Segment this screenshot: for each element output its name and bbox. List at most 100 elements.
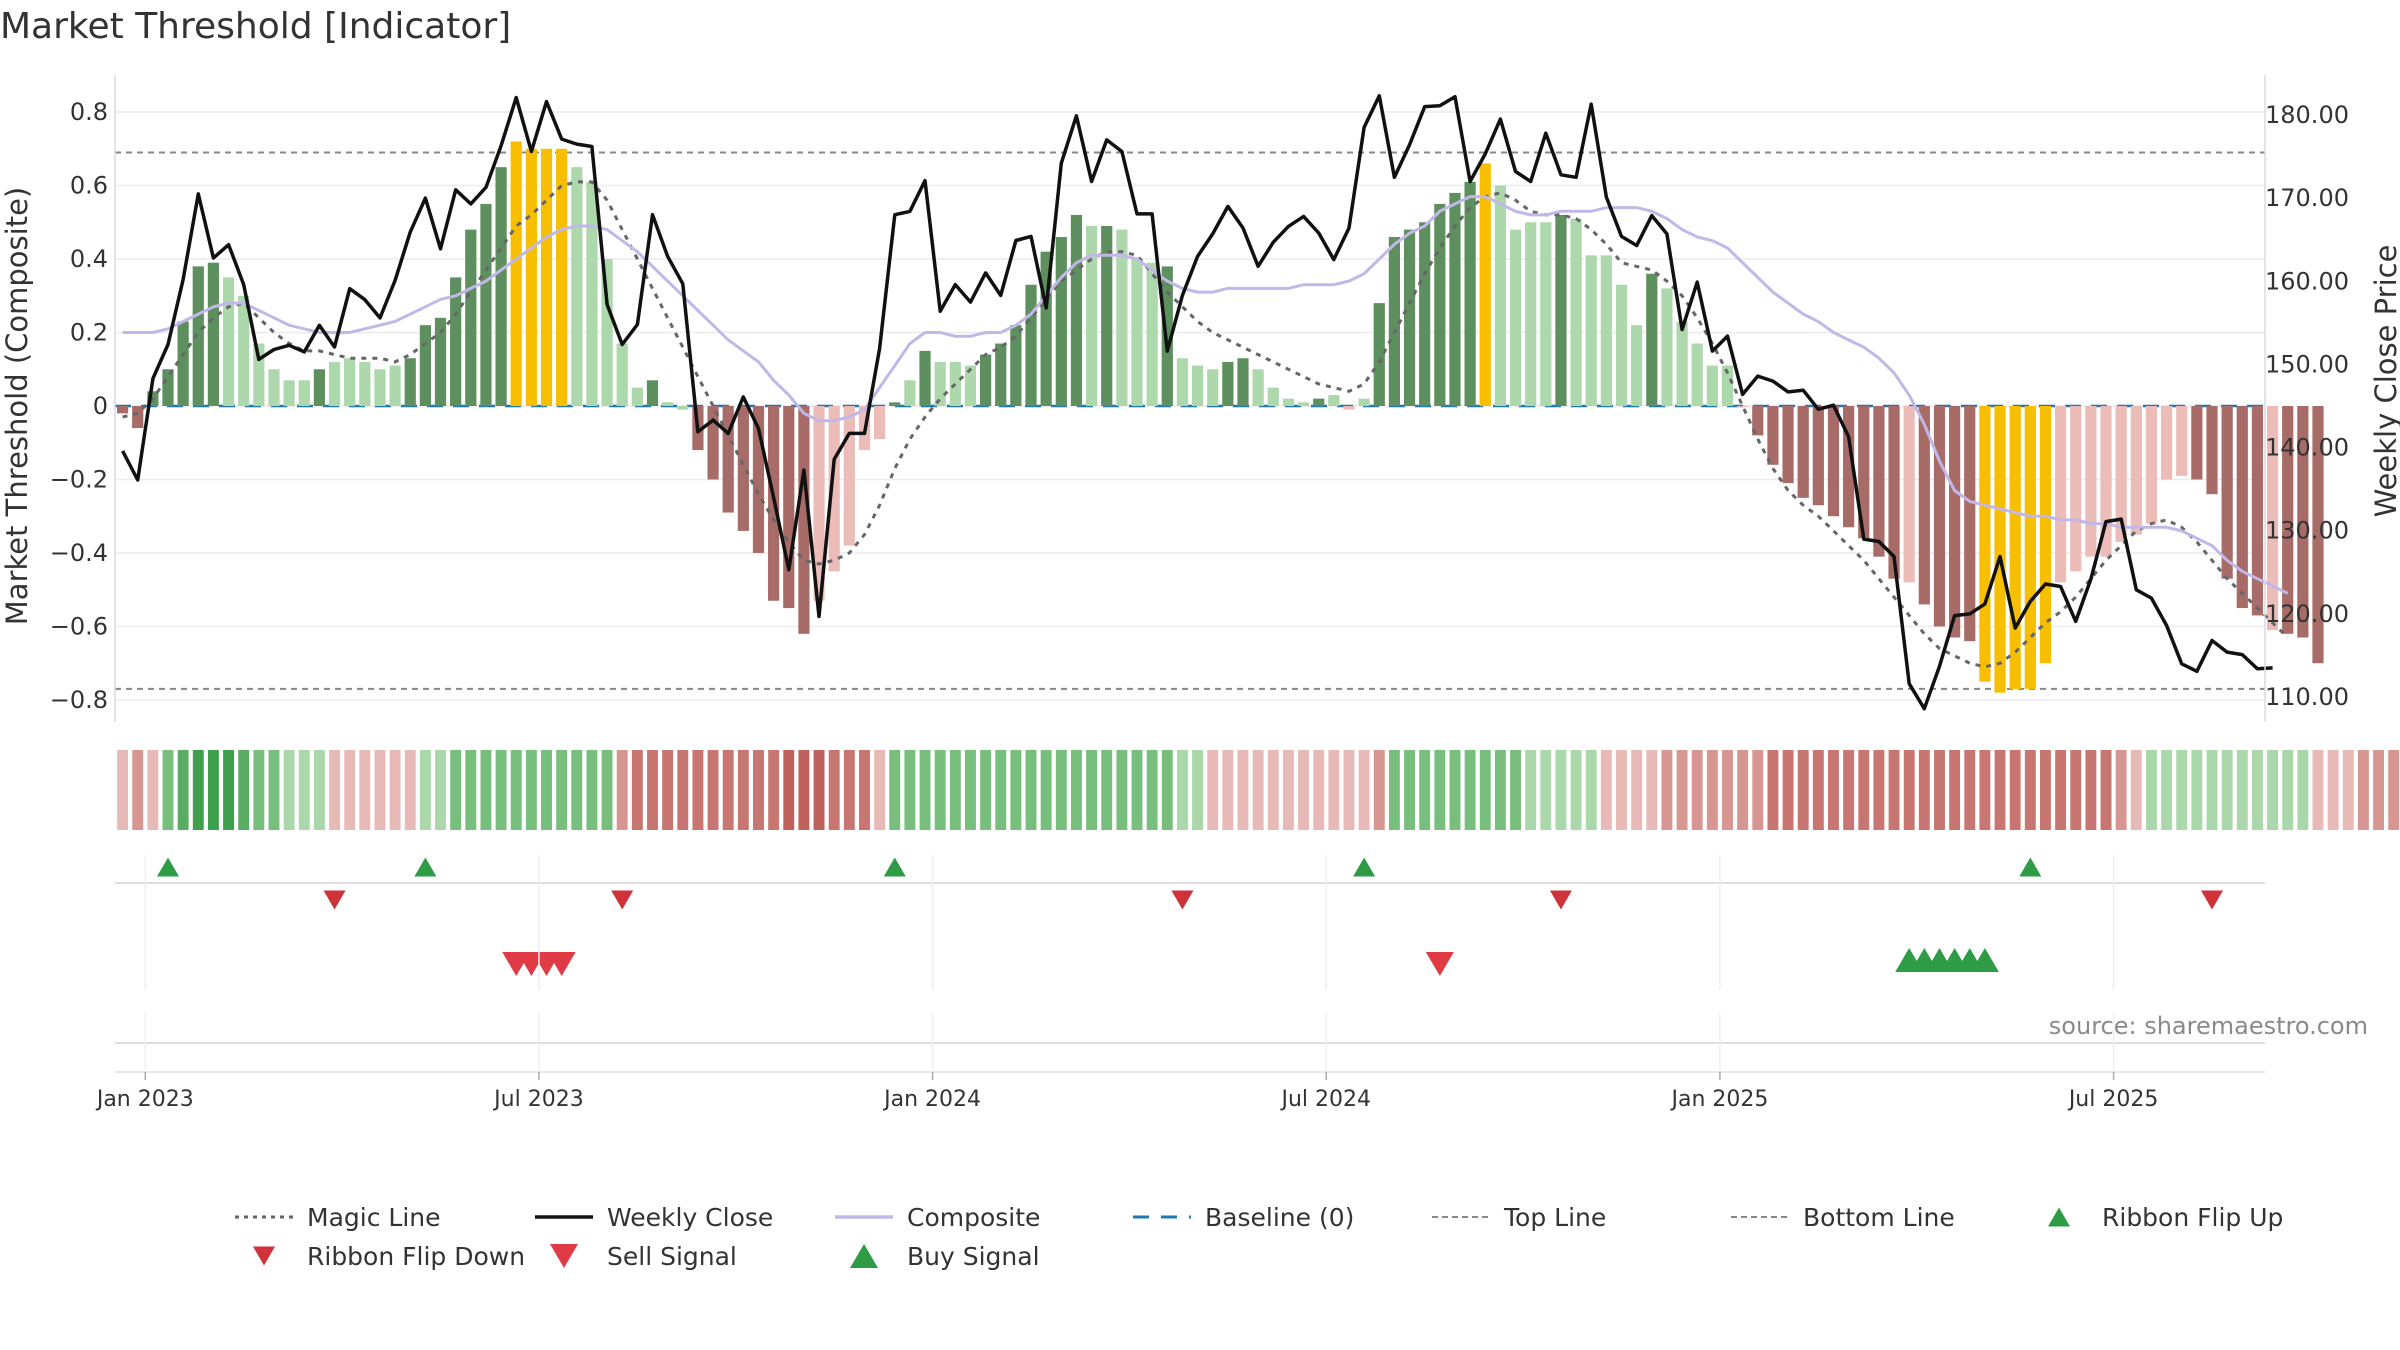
- composite-bar: [313, 369, 326, 406]
- y2-axis-title: Weekly Close Price: [2369, 245, 2400, 518]
- composite-bar: [1933, 406, 1946, 627]
- composite-bar: [2282, 406, 2294, 634]
- composite-bar: [1434, 203, 1446, 406]
- composite-bar: [2176, 406, 2188, 476]
- ribbon-cell: [2145, 750, 2157, 830]
- ribbon-cell: [601, 750, 613, 830]
- composite-bar: [389, 365, 401, 406]
- composite-bar: [2039, 406, 2052, 664]
- x-axis: Jan 2023 Jul 2023 Jan 2024 Jul 2024 Jan 2025…: [95, 855, 2158, 1112]
- ribbon-cell: [223, 750, 235, 830]
- composite-bar: [601, 259, 613, 406]
- composite-bar: [162, 369, 174, 406]
- ribbon-cell: [1010, 750, 1022, 830]
- composite-bar: [344, 358, 356, 406]
- chart-title: Market Threshold [Indicator]: [0, 6, 512, 47]
- ribbon-cell: [419, 750, 431, 830]
- composite-bar: [1449, 192, 1461, 406]
- ribbon-cell: [1267, 750, 1279, 830]
- sell-signal-marker: [1425, 951, 1454, 977]
- ribbon-cell: [1600, 750, 1612, 830]
- ribbon-cell: [2100, 750, 2112, 830]
- ribbon-cell: [616, 750, 628, 830]
- ribbon-cell: [344, 750, 356, 830]
- ribbon-cell: [1843, 750, 1855, 830]
- signal-markers: [115, 857, 2265, 1073]
- composite-bar: [707, 406, 719, 480]
- composite-bar: [1570, 218, 1582, 406]
- composite-bar: [1358, 398, 1370, 406]
- ribbon-cell: [662, 750, 674, 830]
- composite-bar: [586, 181, 598, 406]
- ribbon-cell: [525, 750, 537, 830]
- ribbon-cell: [1298, 750, 1310, 830]
- composite-bar: [843, 406, 855, 546]
- ribbon-cell: [768, 750, 780, 830]
- ribbon-cell: [2297, 750, 2309, 830]
- composite-bar: [1040, 251, 1052, 406]
- ribbon-cell: [1918, 750, 1930, 830]
- composite-bar: [1313, 398, 1325, 406]
- y-tick-label: 0.4: [70, 245, 108, 273]
- ribbon-cell: [843, 750, 855, 830]
- buy-signal-marker: [1970, 947, 1999, 973]
- magic-line: [122, 180, 2289, 669]
- composite-bar: [646, 380, 659, 406]
- ribbon-cell: [495, 750, 507, 830]
- ribbon-cell: [1055, 750, 1067, 830]
- ribbon-flip-down-marker: [323, 890, 346, 910]
- composite-bar: [737, 406, 749, 531]
- composite-bar: [2054, 406, 2067, 583]
- ribbon-cell: [1570, 750, 1582, 830]
- composite-bar: [1631, 325, 1643, 406]
- composite-bar: [616, 343, 628, 406]
- ribbon-cell: [1404, 750, 1415, 830]
- ribbon-cell: [2024, 750, 2036, 830]
- composite-bar: [1737, 406, 1749, 407]
- composite-bar: [979, 354, 992, 406]
- composite-bar: [1282, 398, 1295, 406]
- composite-bar: [571, 167, 583, 406]
- composite-bar: [874, 406, 886, 440]
- x-tick-label: Jul 2024: [1280, 1087, 1372, 1112]
- composite-bar: [1888, 406, 1900, 579]
- ribbon-cell: [1828, 750, 1839, 830]
- composite-bar: [1101, 225, 1113, 406]
- ribbon-cell: [2206, 750, 2218, 830]
- ribbon-cell: [2176, 750, 2188, 830]
- composite-bar: [1858, 406, 1870, 539]
- ribbon-cell: [753, 750, 764, 830]
- composite-bar: [1297, 402, 1310, 406]
- composite-bar: [2145, 406, 2158, 524]
- ribbon-cell: [798, 750, 810, 830]
- ribbon-cell: [1419, 750, 1431, 830]
- composite-bar: [1979, 406, 1991, 682]
- ribbon-cell: [238, 750, 250, 830]
- composite-bar: [1403, 229, 1416, 406]
- source-credit: source: sharemaestro.com: [2049, 1012, 2368, 1040]
- ribbon-cell: [1782, 750, 1794, 830]
- composite-bar: [450, 277, 462, 406]
- composite-bar: [480, 203, 492, 406]
- composite-bar: [1843, 406, 1855, 528]
- ribbon-cell: [1994, 750, 2006, 830]
- composite-bar: [1585, 255, 1597, 406]
- ribbon-cell: [1449, 750, 1461, 830]
- ribbon-cell: [435, 750, 446, 830]
- composite-bar: [934, 361, 946, 406]
- ribbon-cell: [980, 750, 992, 830]
- ribbon-cell: [1358, 750, 1370, 830]
- ribbon-cell: [1691, 750, 1703, 830]
- y2-tick-label: 150.00: [2265, 350, 2349, 378]
- composite-bar: [268, 369, 280, 406]
- ribbon-cell: [1631, 750, 1643, 830]
- composite-bar: [1600, 255, 1612, 406]
- ribbon-cell: [995, 750, 1007, 830]
- ribbon-cell: [2130, 750, 2142, 830]
- ribbon-cell: [1176, 750, 1188, 830]
- y2-tick-label: 160.00: [2265, 267, 2349, 295]
- ribbon-cell: [1585, 750, 1597, 830]
- ribbon-cell: [1070, 750, 1082, 830]
- ribbon-cell: [1873, 750, 1885, 830]
- composite-bar: [828, 406, 840, 572]
